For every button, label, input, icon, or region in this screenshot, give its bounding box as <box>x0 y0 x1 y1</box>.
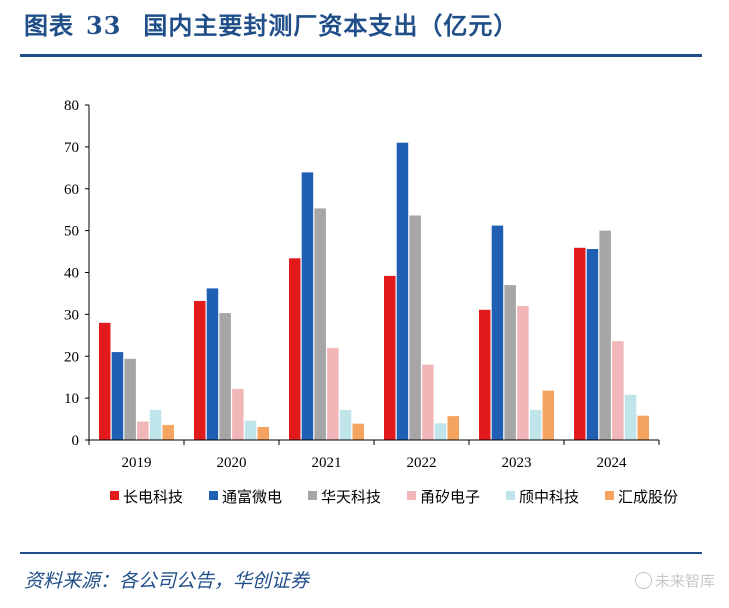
bar-华天科技-2024 <box>599 230 611 440</box>
bar-甬矽电子-2019 <box>137 421 149 440</box>
y-tick-label: 70 <box>64 140 79 156</box>
bar-长电科技-2020 <box>194 301 206 440</box>
bar-颀中科技-2023 <box>529 409 542 440</box>
x-tick-label: 2023 <box>502 455 532 471</box>
bar-长电科技-2021 <box>289 258 301 440</box>
legend-swatch-颀中科技 <box>506 491 515 500</box>
bar-汇成股份-2020 <box>257 427 269 440</box>
x-tick-label: 2022 <box>407 455 437 471</box>
y-tick-label: 0 <box>72 433 80 449</box>
bar-通富微电-2020 <box>206 288 219 440</box>
bar-长电科技-2023 <box>479 309 491 440</box>
bar-chart: 0 10 20 30 40 50 60 70 80 2019 2020 2021 2022 2023 202… <box>64 98 678 506</box>
bar-通富微电-2023 <box>491 225 504 440</box>
bar-华天科技-2021 <box>314 208 326 440</box>
title-number: 33 <box>86 11 122 40</box>
title-bar: 图表 33 国内主要封测厂资本支出（亿元） <box>20 0 702 57</box>
x-tick-label: 2019 <box>122 455 152 471</box>
title-label: 图表 <box>24 11 74 40</box>
bar-华天科技-2023 <box>504 285 516 440</box>
bar-长电科技-2024 <box>574 247 586 440</box>
x-tick-label: 2020 <box>217 455 247 471</box>
y-tick-label: 80 <box>64 98 79 114</box>
watermark-text: 未来智库 <box>654 572 715 590</box>
bar-甬矽电子-2020 <box>232 388 244 440</box>
y-tick-label: 20 <box>64 349 79 365</box>
y-tick-label: 10 <box>64 391 79 407</box>
bar-汇成股份-2019 <box>162 424 174 440</box>
bar-通富微电-2022 <box>396 142 409 440</box>
bar-颀中科技-2021 <box>339 409 352 440</box>
bar-通富微电-2021 <box>301 172 314 440</box>
y-tick-label: 40 <box>64 266 79 282</box>
bar-汇成股份-2021 <box>352 423 364 440</box>
bar-长电科技-2019 <box>99 322 111 441</box>
bar-汇成股份-2023 <box>542 390 554 440</box>
chart-title: 图表 33 国内主要封测厂资本支出（亿元） <box>24 6 518 41</box>
bar-甬矽电子-2023 <box>517 306 529 440</box>
bar-甬矽电子-2022 <box>422 364 434 440</box>
y-tick-label: 60 <box>64 182 79 198</box>
bar-汇成股份-2022 <box>447 416 459 440</box>
bar-通富微电-2019 <box>111 352 124 440</box>
bar-汇成股份-2024 <box>637 415 649 440</box>
bar-甬矽电子-2021 <box>327 347 339 440</box>
x-tick-label: 2024 <box>597 455 628 471</box>
legend-label: 甬矽电子 <box>420 488 480 506</box>
legend-swatch-甬矽电子 <box>407 491 416 500</box>
y-tick-label: 30 <box>64 307 79 323</box>
bar-华天科技-2022 <box>409 215 421 440</box>
legend-swatch-汇成股份 <box>605 491 614 500</box>
bar-长电科技-2022 <box>384 275 396 440</box>
y-tick-label: 50 <box>64 224 79 240</box>
title-main: 国内主要封测厂资本支出（亿元） <box>143 11 519 40</box>
legend-label: 通富微电 <box>222 488 282 506</box>
legend-label: 长电科技 <box>123 488 183 506</box>
legend-label: 华天科技 <box>321 488 381 506</box>
legend-label: 颀中科技 <box>519 488 579 506</box>
watermark: 未来智库 <box>634 570 715 591</box>
footer-divider <box>20 552 702 554</box>
bar-颀中科技-2022 <box>434 423 447 441</box>
x-tick-label: 2021 <box>312 455 342 471</box>
legend-swatch-长电科技 <box>110 491 119 500</box>
watermark-icon <box>634 572 652 589</box>
legend-swatch-华天科技 <box>308 491 317 500</box>
bar-通富微电-2024 <box>586 249 599 440</box>
legend-swatch-通富微电 <box>209 491 218 500</box>
bar-颀中科技-2019 <box>149 409 162 440</box>
bar-华天科技-2019 <box>124 358 136 440</box>
source-note: 资料来源：各公司公告，华创证券 <box>24 570 310 592</box>
bar-甬矽电子-2024 <box>612 341 624 440</box>
bar-颀中科技-2020 <box>244 420 257 440</box>
bar-华天科技-2020 <box>219 313 231 440</box>
legend-label: 汇成股份 <box>618 488 678 506</box>
bar-颀中科技-2024 <box>624 394 637 440</box>
